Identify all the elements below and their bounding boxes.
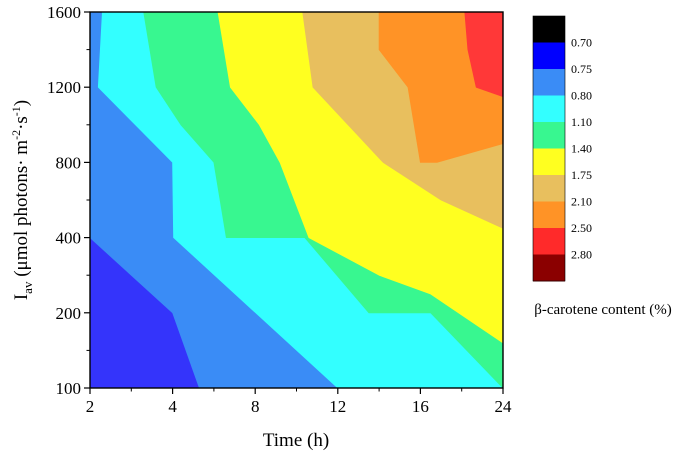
x-axis-title: Time (h) — [263, 430, 329, 451]
colorbar-swatch — [533, 254, 565, 282]
colorbar: 0.70 0.75 0.80 1.10 1.40 1.75 2.10 2.50 2.80 — [532, 15, 592, 282]
y-tick-label: 1200 — [47, 78, 81, 97]
colorbar-label: 0.70 — [571, 36, 592, 50]
colorbar-swatch — [533, 228, 565, 255]
y-title-mid: ·s — [11, 116, 32, 130]
colorbar-label: 1.40 — [571, 142, 592, 156]
colorbar-swatch — [533, 201, 565, 229]
y-tick-label: 200 — [56, 304, 82, 323]
colorbar-label: 2.80 — [571, 248, 592, 262]
x-tick-label: 16 — [412, 397, 429, 416]
contour-region-2_50 — [464, 12, 503, 97]
y-axis-title: Iav (μmol photons· m-2·s-1) — [9, 100, 35, 300]
y-tick-label: 100 — [56, 379, 82, 398]
x-axis: 2 4 8 12 16 24 — [86, 388, 512, 416]
y-tick-label: 800 — [56, 153, 82, 172]
colorbar-label: 0.75 — [571, 62, 592, 76]
colorbar-swatch — [533, 95, 565, 123]
plot-area — [89, 11, 504, 389]
y-title-sup2: -1 — [9, 106, 23, 116]
y-tick-label: 400 — [56, 229, 82, 248]
y-title-sub: av — [20, 281, 35, 294]
x-tick-label: 24 — [495, 397, 513, 416]
colorbar-label: 2.50 — [571, 221, 592, 235]
y-title-end: ) — [11, 100, 32, 106]
colorbar-label: 1.75 — [571, 168, 592, 182]
colorbar-swatch — [533, 69, 565, 96]
colorbar-swatch — [533, 175, 565, 202]
y-title-rest: (μmol photons· m — [11, 140, 32, 282]
y-tick-label: 1600 — [47, 3, 81, 22]
x-tick-label: 2 — [86, 397, 95, 416]
colorbar-swatch — [533, 16, 565, 43]
colorbar-label: 1.10 — [571, 115, 592, 129]
x-tick-label: 4 — [168, 397, 177, 416]
colorbar-label: 0.80 — [571, 89, 592, 103]
contour-region-0_75 — [90, 12, 339, 388]
y-title-main: I — [11, 294, 32, 300]
x-tick-label: 12 — [329, 397, 346, 416]
colorbar-title: β-carotene content (%) — [534, 302, 672, 318]
colorbar-label: 2.10 — [571, 195, 592, 209]
colorbar-swatch — [533, 42, 565, 70]
colorbar-swatch — [533, 148, 565, 176]
x-tick-label: 8 — [251, 397, 260, 416]
y-axis: 100 200 400 800 1200 1600 — [47, 3, 90, 398]
y-title-sup1: -2 — [9, 130, 23, 140]
colorbar-swatch — [533, 122, 565, 149]
colorbar-frame — [532, 15, 566, 282]
